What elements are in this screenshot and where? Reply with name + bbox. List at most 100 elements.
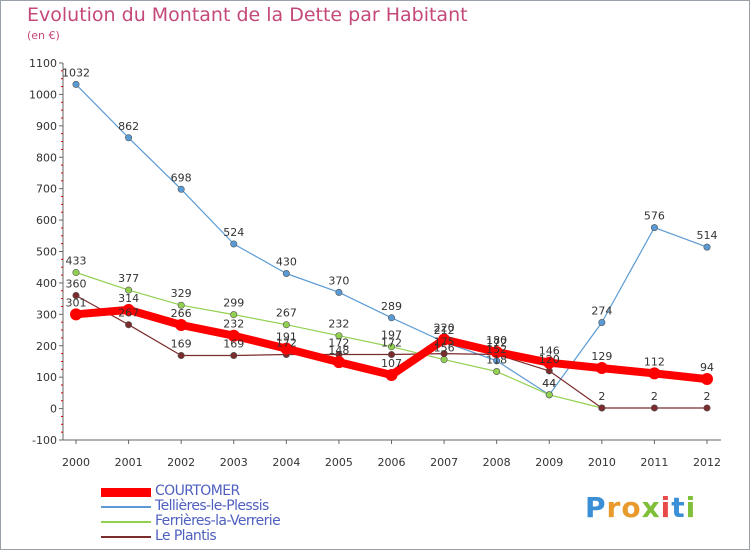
x-tick-label: 2011 bbox=[640, 456, 668, 469]
series-point-0 bbox=[438, 333, 451, 346]
data-label: 152 bbox=[486, 343, 507, 356]
data-label: 2 bbox=[651, 390, 658, 403]
data-label: 169 bbox=[223, 337, 244, 350]
x-tick-label: 2010 bbox=[588, 456, 616, 469]
y-tick-label: 400 bbox=[36, 277, 57, 290]
series-point-0 bbox=[280, 342, 293, 355]
chart-title: Evolution du Montant de la Dette par Hab… bbox=[27, 4, 468, 26]
logo-letter: r bbox=[606, 491, 622, 524]
series-point-1 bbox=[703, 243, 711, 251]
legend-label: Tellières-le-Plessis bbox=[155, 498, 269, 514]
series-point-3 bbox=[125, 321, 133, 329]
data-label: 289 bbox=[381, 300, 402, 313]
data-label: 232 bbox=[328, 318, 349, 331]
series-point-1 bbox=[650, 224, 658, 232]
data-label: 172 bbox=[486, 337, 507, 350]
data-label: 314 bbox=[118, 292, 139, 305]
chart-subtitle: (en €) bbox=[27, 29, 60, 42]
data-label: 172 bbox=[276, 337, 297, 350]
legend-swatch bbox=[101, 536, 151, 538]
series-point-0 bbox=[385, 368, 398, 381]
y-tick-label: 900 bbox=[36, 120, 57, 133]
data-label: 232 bbox=[223, 318, 244, 331]
y-tick-label: 0 bbox=[50, 403, 57, 416]
data-label: 2 bbox=[598, 390, 605, 403]
y-tick-label: 700 bbox=[36, 183, 57, 196]
series-point-3 bbox=[177, 351, 185, 359]
data-label: 377 bbox=[118, 272, 139, 285]
data-label: 120 bbox=[539, 353, 560, 366]
series-point-3 bbox=[72, 291, 80, 299]
series-point-0 bbox=[595, 362, 608, 375]
data-label: 698 bbox=[171, 171, 192, 184]
legend-swatch bbox=[101, 487, 151, 497]
data-label: 329 bbox=[171, 287, 192, 300]
series-point-1 bbox=[72, 80, 80, 88]
series-point-3 bbox=[598, 404, 606, 412]
x-tick-label: 2001 bbox=[115, 456, 143, 469]
series-point-0 bbox=[648, 367, 661, 380]
data-label: 148 bbox=[328, 344, 349, 357]
legend-label: Le Plantis bbox=[155, 528, 217, 544]
series-point-3 bbox=[387, 351, 395, 359]
data-label: 267 bbox=[118, 307, 139, 320]
series-point-1 bbox=[282, 269, 290, 277]
data-label: 433 bbox=[66, 255, 87, 268]
y-tick-label: 100 bbox=[36, 371, 57, 384]
x-tick-label: 2002 bbox=[167, 456, 195, 469]
series-point-2 bbox=[282, 321, 290, 329]
series-point-3 bbox=[650, 404, 658, 412]
data-label: 576 bbox=[644, 210, 665, 223]
series-point-3 bbox=[703, 404, 711, 412]
logo-letter: P bbox=[585, 491, 607, 524]
series-point-0 bbox=[227, 329, 240, 342]
logo-letter: o bbox=[621, 491, 642, 524]
logo-letter: t bbox=[671, 491, 686, 524]
data-label: 274 bbox=[591, 305, 612, 318]
legend-swatch bbox=[101, 506, 151, 508]
series-point-2 bbox=[387, 343, 395, 351]
series-point-2 bbox=[440, 356, 448, 364]
data-label: 862 bbox=[118, 120, 139, 133]
series-point-1 bbox=[230, 240, 238, 248]
data-label: 44 bbox=[542, 377, 556, 390]
data-label: 1032 bbox=[62, 66, 90, 79]
series-point-0 bbox=[543, 356, 556, 369]
logo-letter: x bbox=[641, 491, 661, 524]
data-label: 267 bbox=[276, 307, 297, 320]
data-label: 301 bbox=[66, 296, 87, 309]
data-label: 197 bbox=[381, 329, 402, 342]
series-point-3 bbox=[230, 351, 238, 359]
y-tick-label: 600 bbox=[36, 214, 57, 227]
series-point-1 bbox=[335, 288, 343, 296]
legend-label: COURTOMER bbox=[155, 483, 240, 499]
x-tick-label: 2006 bbox=[378, 456, 406, 469]
data-label: 172 bbox=[381, 337, 402, 350]
y-tick-label: 500 bbox=[36, 246, 57, 259]
series-point-2 bbox=[230, 311, 238, 319]
proxiti-logo: Proxiti bbox=[585, 491, 696, 524]
y-tick-label: -100 bbox=[32, 434, 57, 447]
logo-letter: i bbox=[660, 491, 672, 524]
legend-swatch bbox=[101, 521, 151, 523]
series-point-1 bbox=[125, 134, 133, 142]
data-label: 514 bbox=[697, 229, 718, 242]
data-label: 129 bbox=[591, 350, 612, 363]
series-point-2 bbox=[493, 368, 501, 376]
x-tick-label: 2003 bbox=[220, 456, 248, 469]
x-tick-label: 2008 bbox=[483, 456, 511, 469]
data-label: 2 bbox=[704, 390, 711, 403]
data-label: 118 bbox=[486, 354, 507, 367]
y-tick-label: 800 bbox=[36, 151, 57, 164]
data-label: 360 bbox=[66, 277, 87, 290]
data-label: 94 bbox=[700, 361, 714, 374]
data-label: 430 bbox=[276, 255, 297, 268]
x-tick-label: 2005 bbox=[325, 456, 353, 469]
x-tick-label: 2004 bbox=[272, 456, 300, 469]
series-point-2 bbox=[545, 391, 553, 399]
series-point-2 bbox=[177, 301, 185, 309]
data-label: 172 bbox=[328, 337, 349, 350]
series-point-1 bbox=[387, 314, 395, 322]
